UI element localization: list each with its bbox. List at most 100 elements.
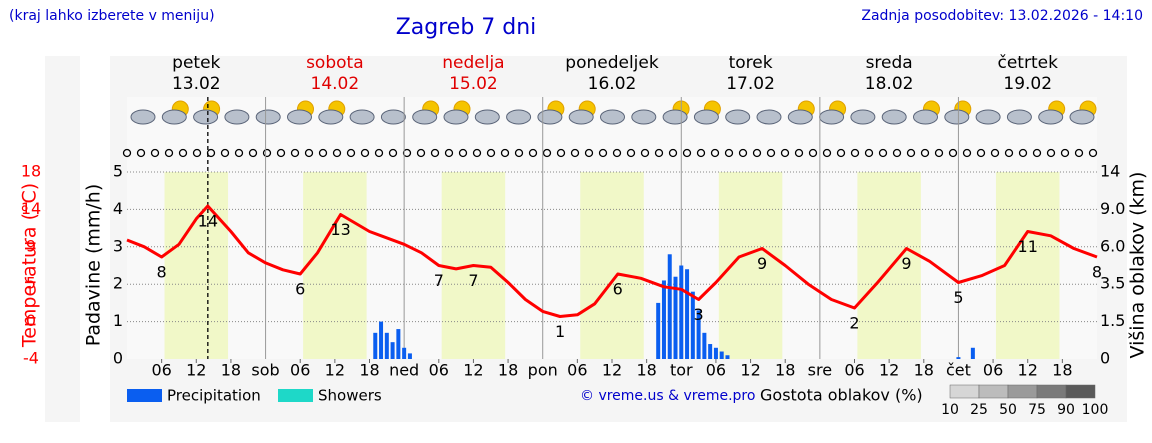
temperature-label: 7: [434, 271, 444, 290]
wind-calm: [332, 148, 342, 158]
wind-calm: [640, 148, 650, 158]
wind-calm: [920, 148, 930, 158]
cloud-icon: [600, 109, 625, 125]
temperature-tick-label: 5: [26, 274, 36, 293]
cloud-icon: [944, 109, 970, 125]
x-tick-label: 06: [706, 361, 726, 380]
y2-tick-label: 1.5: [1100, 311, 1125, 330]
temperature-tick-label: 14: [21, 199, 41, 218]
temperature-label: 3: [694, 305, 704, 324]
legend-swatch: [278, 389, 313, 402]
legend-swatch: [127, 389, 162, 402]
day-date: 18.02: [865, 74, 914, 94]
wind-calm: [612, 148, 622, 158]
wind-calm: [150, 148, 160, 158]
precipitation-bar: [402, 347, 407, 359]
wind-calm: [794, 148, 804, 158]
temperature-tick-label: -4: [23, 349, 39, 368]
x-tick-label: 18: [775, 361, 795, 380]
wind-calm: [948, 148, 958, 158]
wind-calm: [402, 148, 412, 158]
title: Zagreb 7 dni: [396, 15, 537, 40]
y2-tick-label: 6.0: [1100, 236, 1125, 255]
y2-tick-label: 3.5: [1100, 274, 1125, 293]
wind-calm: [696, 148, 706, 158]
precipitation-bar: [407, 353, 412, 359]
wind-calm: [878, 148, 888, 158]
y-tick-label: 5: [113, 162, 123, 181]
x-tick-label: 18: [914, 361, 934, 380]
wind-calm: [486, 148, 496, 158]
cloud-icon: [881, 109, 907, 125]
day-date: 13.02: [172, 74, 221, 94]
wind-calm: [584, 148, 594, 158]
precipitation-bar: [679, 265, 684, 359]
wind-calm: [1046, 148, 1056, 158]
cloud-level-label: 25: [970, 402, 988, 418]
daylight-band: [857, 172, 921, 359]
y2-axis-title: Višina oblakov (km): [1127, 172, 1149, 359]
precipitation-bar: [708, 344, 713, 359]
wind-calm: [710, 148, 720, 158]
wind-calm: [514, 148, 524, 158]
precipitation-bar: [702, 332, 707, 359]
y-axis-title: Padavine (mm/h): [83, 184, 105, 347]
wind-calm: [934, 148, 944, 158]
wind-calm: [976, 148, 986, 158]
wind-calm: [416, 148, 426, 158]
wind-calm: [668, 148, 678, 158]
temperature-label: 8: [157, 263, 167, 282]
cloud-swatch: [1036, 384, 1067, 399]
wind-calm: [458, 148, 468, 158]
cloud-icon: [756, 109, 782, 125]
cloud-icon: [130, 109, 156, 125]
wind-calm: [1074, 148, 1084, 158]
wind-calm: [164, 148, 174, 158]
wind-calm: [906, 148, 916, 158]
temperature-label: 9: [901, 254, 911, 273]
x-tick-label: 12: [325, 361, 345, 380]
precipitation-bar: [667, 254, 672, 359]
x-tick-label: 18: [498, 361, 518, 380]
cloud-icon: [819, 109, 845, 125]
cloud-icon: [631, 109, 657, 125]
daylight-band: [718, 172, 783, 359]
cloud-icon: [1006, 109, 1032, 125]
day-name: petek: [172, 53, 220, 73]
axis-panel: [45, 56, 80, 422]
x-tick-label: 06: [290, 361, 310, 380]
daylight-band: [303, 172, 367, 359]
temperature-label: 14: [198, 212, 218, 231]
day-date: 15.02: [449, 74, 498, 94]
precipitation-bar: [373, 332, 378, 359]
cloud-icon: [787, 109, 813, 125]
x-tick-label: 12: [1018, 361, 1038, 380]
wind-calm: [626, 148, 636, 158]
cloud-icon: [1069, 109, 1095, 125]
wind-calm: [808, 148, 818, 158]
y-tick-label: 2: [113, 274, 123, 293]
precipitation-bar: [673, 276, 678, 359]
cloud-icon: [474, 109, 500, 125]
x-tick-label: 12: [740, 361, 760, 380]
wind-calm: [262, 148, 272, 158]
day-name: sreda: [866, 53, 913, 73]
precipitation-bar: [696, 310, 701, 359]
temperature-label: 5: [953, 288, 963, 307]
cloud-level-label: 75: [1028, 402, 1046, 418]
x-tick-label: čet: [946, 361, 971, 380]
credit: © vreme.us & vreme.pro: [580, 388, 755, 404]
wind-calm: [1004, 148, 1014, 158]
wind-calm: [374, 148, 384, 158]
wind-calm: [360, 148, 370, 158]
temperature-tick-label: 0: [26, 311, 36, 330]
temperature-tick-label: 18: [21, 162, 41, 181]
cloud-icon: [1038, 109, 1064, 125]
y2-tick-label: 14: [1100, 162, 1120, 181]
cloud-level-label: 10: [941, 402, 959, 418]
wind-calm: [136, 148, 146, 158]
cloud-icon: [850, 109, 876, 125]
cloud-level-label: 50: [999, 402, 1017, 418]
x-tick-label: ned: [389, 361, 419, 380]
